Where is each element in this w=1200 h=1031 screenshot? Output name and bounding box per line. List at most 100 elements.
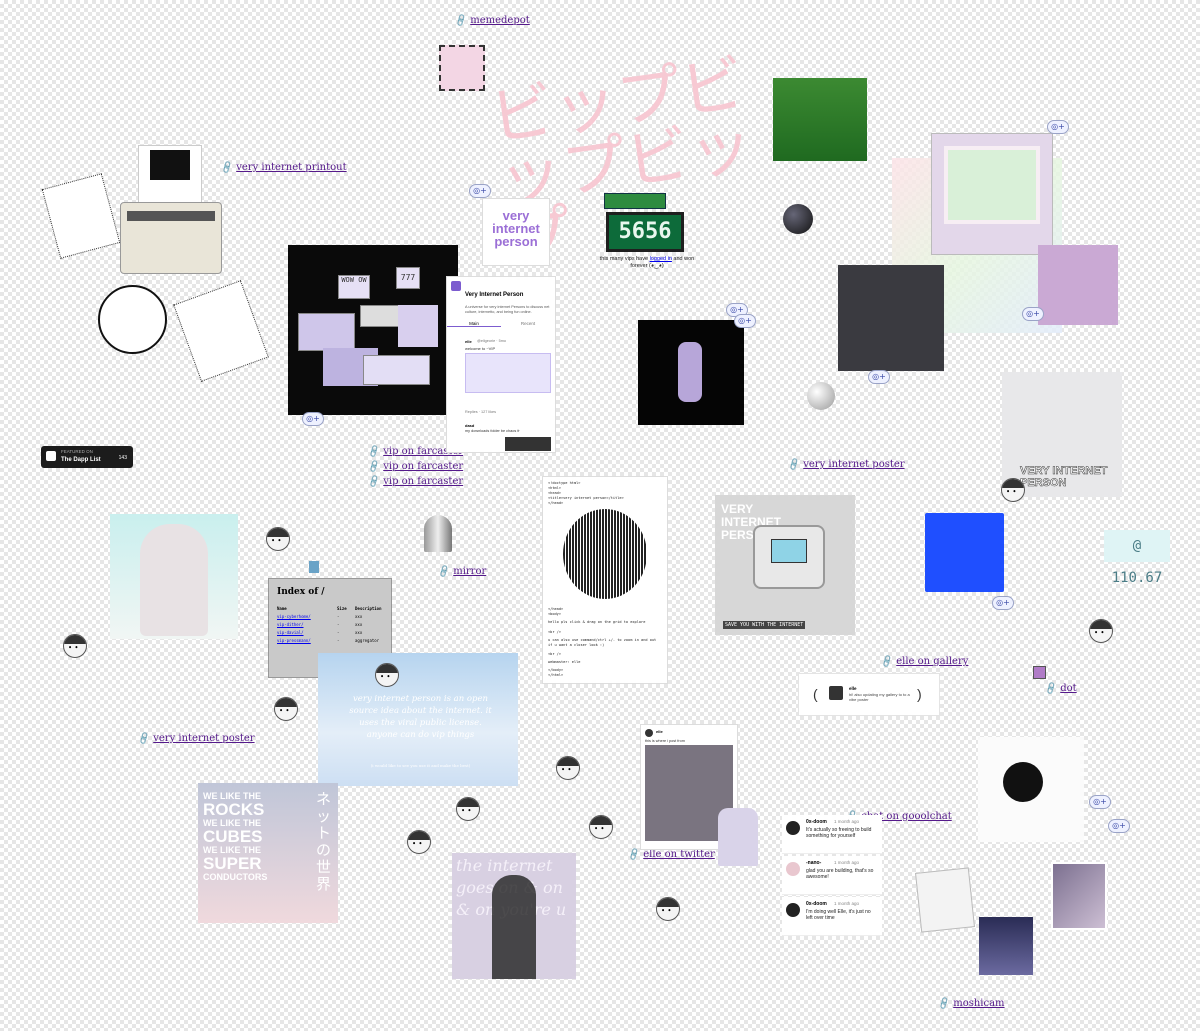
index-row[interactable]: vip-dither/ - xxx — [277, 621, 387, 629]
mirror-icon[interactable] — [424, 515, 452, 552]
character-sticker[interactable] — [407, 830, 431, 854]
tab-recent[interactable]: Recent — [520, 321, 536, 326]
manifesto-footer: (i would like to see you use it and make… — [370, 763, 471, 768]
printer-collage[interactable] — [41, 140, 270, 382]
link-label: very internet printout — [236, 162, 347, 173]
twitter-link[interactable]: 🔗elle on twitter — [627, 848, 715, 862]
disco-ball-icon[interactable] — [807, 382, 835, 410]
cloud-manifesto[interactable]: very internet person is an open source i… — [318, 653, 518, 786]
moshicam-photo-3[interactable] — [1051, 862, 1107, 930]
post-footer: Replies · 127 likes — [465, 410, 497, 414]
rainbow-character[interactable] — [1038, 245, 1118, 325]
index-cell: aggregator — [355, 638, 380, 643]
index-header: Description — [355, 606, 382, 611]
moshicam-link[interactable]: 🔗moshicam — [937, 997, 1004, 1011]
character-sticker[interactable] — [375, 663, 399, 687]
eye-chip[interactable]: ◎+ — [868, 370, 890, 384]
character-sticker[interactable] — [274, 697, 298, 721]
character-sticker[interactable] — [456, 797, 480, 821]
text-sticker — [173, 280, 269, 382]
chip-label: ◎+ — [738, 316, 752, 325]
badge-text: very internet person — [492, 208, 540, 249]
poster-link-left[interactable]: 🔗very internet poster — [137, 732, 254, 746]
eye-chip[interactable]: ◎+ — [1022, 307, 1044, 321]
character-sticker[interactable] — [556, 756, 580, 780]
poster-link-right[interactable]: 🔗very internet poster — [787, 458, 904, 472]
farcaster-link-1[interactable]: 🔗vip on farcaster — [367, 445, 463, 459]
character-sticker[interactable] — [266, 527, 290, 551]
character-sticker[interactable] — [63, 634, 87, 658]
tweet-avatar — [645, 729, 653, 737]
source-code-card[interactable]: <!doctype html> <html> <head> <title>ver… — [542, 476, 668, 684]
eye-chip[interactable]: ◎+ — [469, 184, 491, 198]
eye-chip[interactable]: ◎+ — [992, 596, 1014, 610]
chat-avatar — [829, 686, 843, 700]
character-sticker[interactable] — [589, 815, 613, 839]
caption-text: this many vips have — [599, 256, 650, 262]
link-label: vip on farcaster — [383, 476, 464, 487]
rocks-line: WE LIKE THE — [203, 845, 261, 855]
goolchat-link[interactable]: 🔗chat on gooolchat — [845, 810, 951, 824]
tab-main[interactable]: Main — [447, 321, 501, 327]
dot-icon[interactable] — [1033, 666, 1046, 679]
index-cell: xxx — [355, 614, 363, 619]
index-entry-link[interactable]: vip-dither/ — [277, 622, 304, 627]
character-sticker[interactable] — [656, 897, 680, 921]
vip-machine-poster[interactable]: VERY INTERNET PERSON SAVE YOU WITH THE I… — [715, 495, 855, 635]
black-cat-art[interactable] — [978, 737, 1084, 842]
profile-card[interactable]: Very Internet Person A universe for very… — [446, 276, 556, 453]
dark-orb-icon[interactable] — [783, 204, 813, 234]
retro-window-2 — [360, 305, 400, 327]
index-entry-link[interactable]: vip-pressmann/ — [277, 638, 311, 643]
meme-sticker[interactable] — [439, 45, 485, 91]
cat-girl-sticker[interactable] — [718, 808, 758, 866]
number-window: 777 — [396, 267, 420, 289]
blue-glitch-square[interactable] — [925, 513, 1004, 592]
eye-chip[interactable]: ◎+ — [734, 314, 756, 328]
dapp-featured-label: FEATURED ON — [61, 449, 93, 454]
grass-tile[interactable] — [773, 78, 867, 161]
retro-computer-art[interactable] — [931, 133, 1053, 255]
index-row[interactable]: vip-davial/ - xxx — [277, 629, 387, 637]
ascii-face-art — [563, 509, 647, 599]
mirror-link[interactable]: 🔗mirror — [437, 565, 486, 579]
gallery-link[interactable]: 🔗elle on gallery — [880, 655, 968, 669]
index-row[interactable]: vip-pressmann/ - aggregator — [277, 637, 387, 645]
rocks-poster[interactable]: WE LIKE THE ROCKS WE LIKE THE CUBES WE LIKE … — [198, 783, 338, 923]
index-entry-link[interactable]: vip-cyberhome/ — [277, 614, 311, 619]
character-tile[interactable] — [638, 320, 744, 425]
index-row[interactable]: vip-cyberhome/ - xxx — [277, 613, 387, 621]
character-sticker[interactable] — [1089, 619, 1113, 643]
index-cell: xxx — [355, 622, 363, 627]
link-icon: 🔗 — [367, 474, 382, 490]
dapp-list-badge[interactable]: FEATURED ON The Dapp List 143 — [41, 446, 133, 468]
internet-poster[interactable]: the internet goes on & on & on you're u — [452, 853, 576, 979]
printout-link[interactable]: 🔗very internet printout — [220, 161, 347, 175]
tweet-text: this is where i post from — [645, 739, 685, 743]
vip-poster-right[interactable]: VERY INTERNET PERSON — [1002, 372, 1122, 497]
eye-chip[interactable]: ◎+ — [1047, 120, 1069, 134]
tiny-pixel-icon[interactable] — [309, 561, 319, 573]
moshicam-photo-2[interactable] — [979, 917, 1033, 975]
memedepot-link[interactable]: 🔗memedepot — [454, 14, 530, 28]
photo-collage[interactable] — [838, 265, 944, 371]
eye-chip[interactable]: ◎+ — [1089, 795, 1111, 809]
dot-link[interactable]: 🔗dot — [1044, 682, 1076, 696]
eye-chip[interactable]: ◎+ — [302, 412, 324, 426]
source-line: hello pls click & drag on the grid to ex… — [548, 620, 646, 624]
vip-badge[interactable]: very internet person — [482, 198, 550, 266]
moshicam-photo-1[interactable] — [915, 867, 975, 933]
character-sticker[interactable] — [1001, 478, 1025, 502]
rocks-line: WE LIKE THE — [203, 818, 261, 828]
farcaster-link-2[interactable]: 🔗vip on farcaster — [367, 460, 463, 474]
farcaster-link-3[interactable]: 🔗vip on farcaster — [367, 474, 464, 490]
gallery-chat-bubble[interactable]: ( elle hi! also updating my gallery to t… — [798, 673, 940, 716]
chat-thread[interactable]: 0x-doom 1 month ago It's actually so freei… — [782, 815, 882, 936]
source-head: <!doctype html> <html> <head> <title>ver… — [548, 481, 624, 505]
eye-chip[interactable]: ◎+ — [1108, 819, 1130, 833]
anime-girl-art[interactable] — [110, 514, 238, 639]
profile-name: Very Internet Person — [465, 292, 524, 298]
index-entry-link[interactable]: vip-davial/ — [277, 630, 304, 635]
logged-in-link[interactable]: logged in — [649, 256, 672, 262]
pixel-window-art[interactable]: WOW OW 777 — [288, 245, 458, 415]
